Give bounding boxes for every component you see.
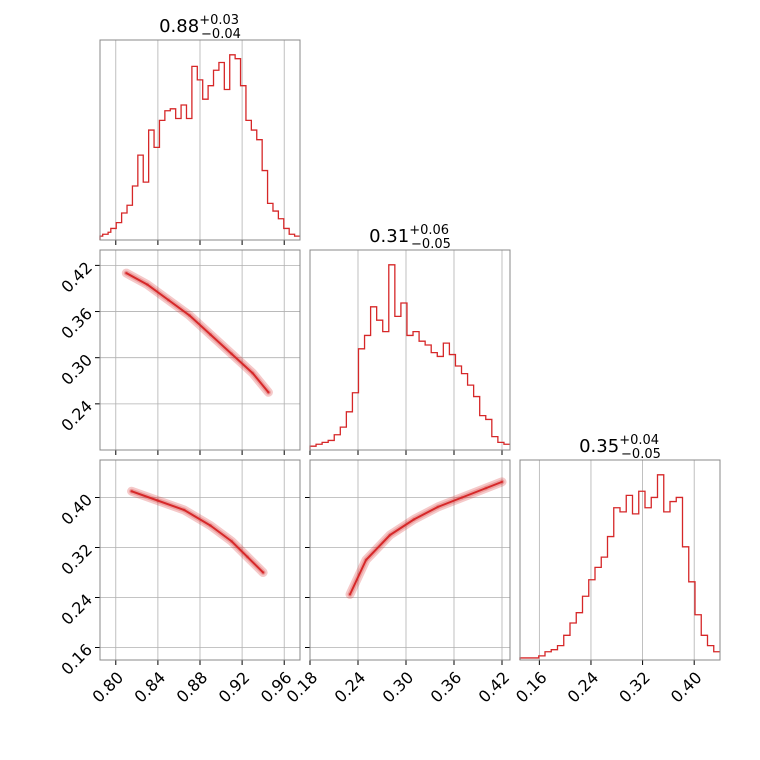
panel-f-histogram	[519, 474, 720, 660]
panel-d-xlabel-0: 0.80	[88, 668, 127, 707]
panel-d-xlabel-2: 0.88	[173, 668, 212, 707]
panel-b-contour-1	[123, 270, 271, 395]
panel-d-contour-0	[127, 486, 268, 577]
panel-f-xlabel-3: 0.40	[667, 668, 706, 707]
panel-b-contour-2	[125, 272, 270, 394]
panel-b-frame	[99, 249, 301, 451]
panel-b-contour-line	[125, 272, 269, 393]
panel-d-ylabel-0: 0.16	[57, 640, 96, 679]
panel-c-title: 0.31+0.06 −0.05	[369, 223, 451, 252]
panel-d-xlabel-3: 0.92	[215, 668, 254, 707]
panel-d-ylabel-1: 0.24	[57, 590, 96, 629]
panel-e-xlabel-3: 0.36	[427, 668, 466, 707]
panel-f-title: 0.35+0.04 −0.05	[579, 433, 661, 462]
panel-e-contour-0	[345, 477, 507, 599]
panel-f-frame	[519, 459, 721, 661]
panel-d-frame	[99, 459, 301, 661]
panel-e-xlabel-1: 0.24	[331, 668, 370, 707]
panel-b-ylabel-0: 0.24	[57, 396, 96, 435]
panel-d-ylabel-3: 0.40	[57, 490, 96, 529]
panel-b-ylabel-1: 0.30	[57, 350, 96, 389]
panel-a-title: 0.88+0.03 −0.04	[159, 13, 241, 42]
panel-d-contour-1	[129, 488, 266, 575]
panel-a-histogram	[99, 54, 300, 240]
panel-c-frame	[309, 249, 511, 451]
panel-b-contour-0	[121, 268, 273, 397]
panel-b-ylabel-3: 0.42	[57, 258, 96, 297]
panel-e-contour-line	[349, 481, 503, 595]
panel-a-frame	[99, 39, 301, 241]
panel-e-contour-1	[347, 479, 505, 597]
panel-e-xlabel-4: 0.42	[475, 668, 514, 707]
panel-f-xlabel-0: 0.16	[512, 668, 551, 707]
panel-d-contour-line	[131, 490, 264, 573]
panel-e-frame	[309, 459, 511, 661]
panel-e-xlabel-0: 0.18	[283, 668, 322, 707]
panel-b-ylabel-2: 0.36	[57, 304, 96, 343]
panel-f-xlabel-2: 0.32	[615, 668, 654, 707]
panel-d-contour-2	[130, 490, 265, 574]
panel-d-ylabel-2: 0.32	[57, 540, 96, 579]
panel-d-xlabel-1: 0.84	[131, 668, 170, 707]
panel-f-xlabel-1: 0.24	[564, 668, 603, 707]
panel-e-contour-2	[349, 480, 503, 596]
panel-e-xlabel-2: 0.30	[379, 668, 418, 707]
panel-c-histogram	[309, 264, 510, 450]
